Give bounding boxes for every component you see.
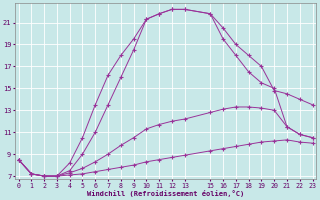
X-axis label: Windchill (Refroidissement éolien,°C): Windchill (Refroidissement éolien,°C) <box>87 190 244 197</box>
